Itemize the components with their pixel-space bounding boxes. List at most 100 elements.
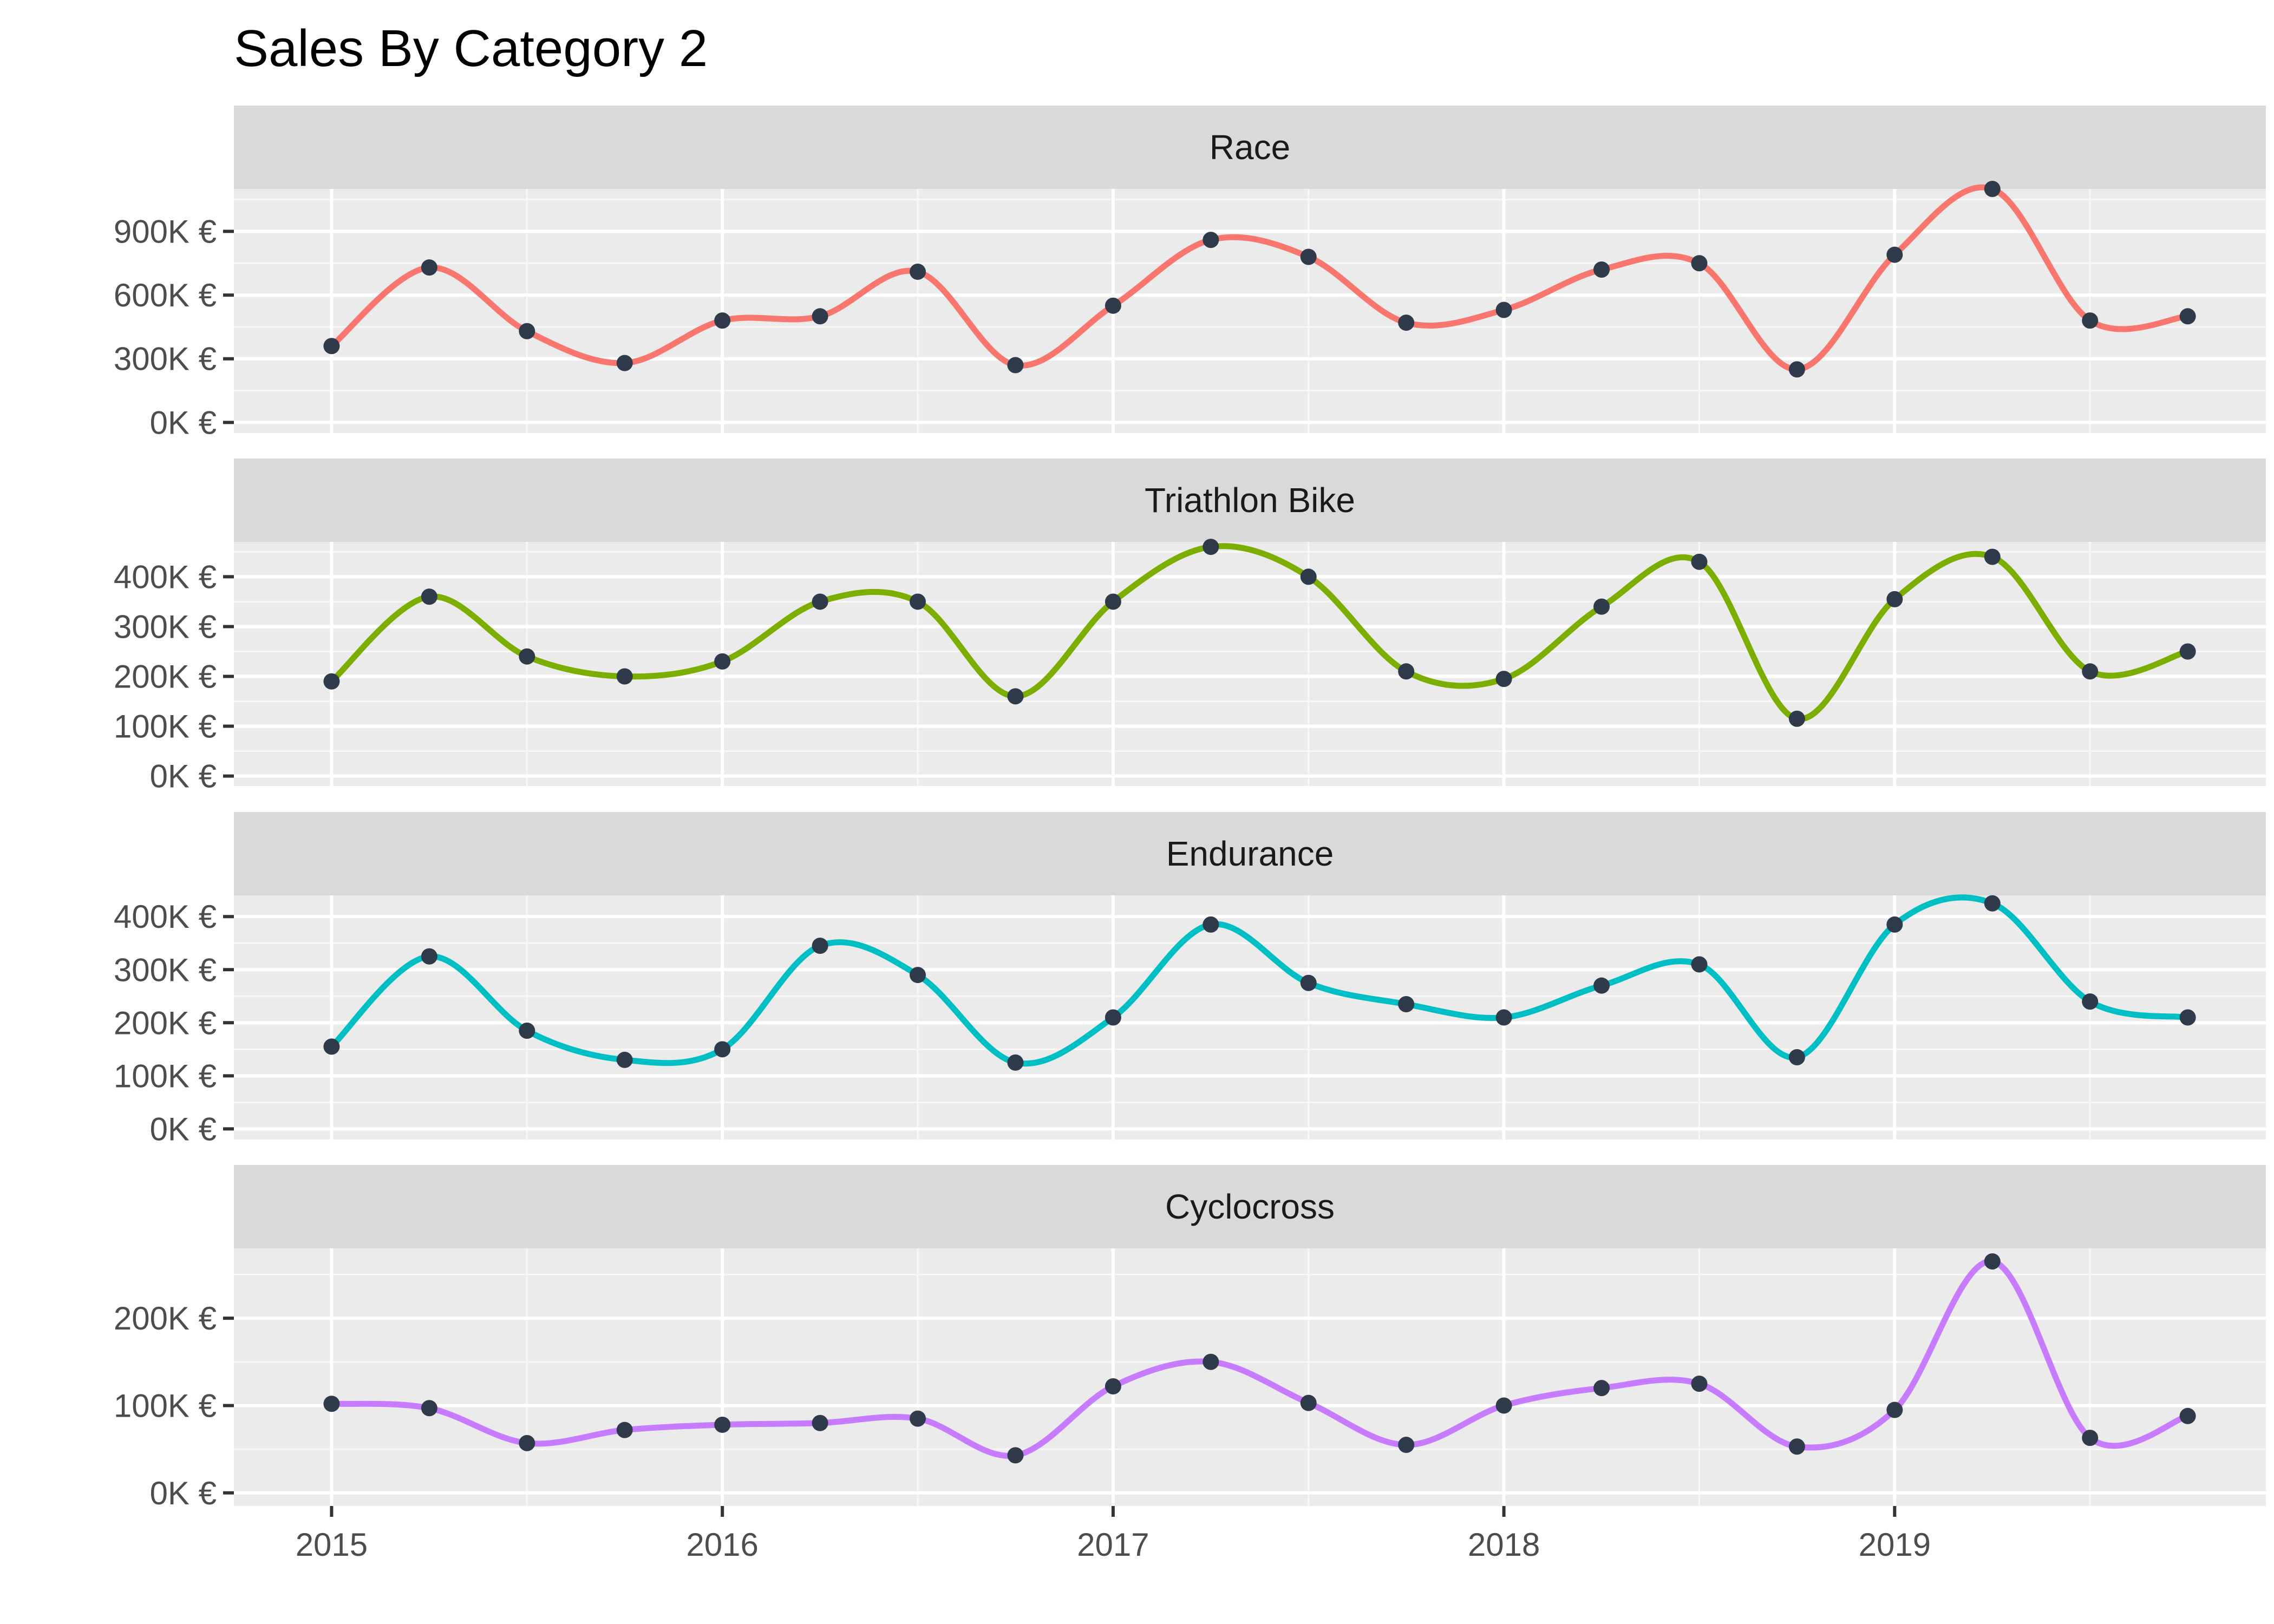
data-point [1007,1054,1024,1071]
data-point [2179,1009,2196,1026]
y-tick-label: 0K € [150,404,217,441]
data-point [1593,261,1610,278]
facet-strip [234,459,2266,542]
data-point [421,588,437,605]
data-point [1203,1353,1219,1370]
x-tick-label: 2019 [1859,1527,1931,1563]
data-point [519,1435,535,1451]
data-point [714,653,731,670]
data-point [1007,357,1024,374]
data-point [2082,1430,2099,1446]
y-tick-label: 900K € [114,213,217,250]
data-point [1788,1438,1805,1455]
data-point [1495,671,1512,687]
data-point [714,1416,731,1433]
data-point [1691,1376,1708,1392]
plot-background [234,1248,2266,1506]
data-point [1691,553,1708,570]
facet-strip-label: Triathlon Bike [1145,481,1355,520]
plot-background [234,189,2266,433]
y-tick-label: 100K € [114,1058,217,1094]
data-point [2179,643,2196,660]
data-point [1495,1009,1512,1026]
data-point [812,938,828,954]
data-point [1203,232,1219,248]
x-tick-label: 2015 [296,1527,368,1563]
data-point [1105,593,1121,610]
facet-strip [234,1165,2266,1248]
data-point [323,1396,340,1412]
y-tick-label: 0K € [150,758,217,795]
facet-strip [234,106,2266,189]
data-point [2179,1407,2196,1424]
x-tick-label: 2017 [1077,1527,1149,1563]
data-point [1007,688,1024,705]
data-point [2082,312,2099,329]
data-point [2179,308,2196,325]
data-point [714,312,731,329]
data-point [1691,255,1708,272]
data-point [421,948,437,965]
data-point [1788,361,1805,378]
data-point [519,1023,535,1039]
y-tick-label: 200K € [114,1300,217,1337]
data-point [1203,539,1219,555]
data-point [910,593,926,610]
data-point [1398,996,1415,1012]
data-point [1203,916,1219,933]
data-point [910,1410,926,1427]
data-point [616,1422,633,1438]
y-tick-label: 600K € [114,277,217,313]
y-tick-label: 200K € [114,659,217,695]
data-point [2082,663,2099,680]
data-point [1105,1009,1121,1026]
data-point [1984,181,2001,197]
data-point [1398,1437,1415,1453]
facet-strip [234,812,2266,895]
data-point [421,259,437,276]
data-point [1984,895,2001,912]
data-point [1007,1447,1024,1464]
data-point [616,668,633,685]
y-tick-label: 300K € [114,608,217,645]
data-point [1300,974,1317,991]
y-tick-label: 0K € [150,1475,217,1511]
plot-background [234,542,2266,786]
panel-2: Endurance 0K € 100K € 200K € 300K € 400K € [114,812,2266,1147]
data-point [1495,1397,1512,1414]
data-point [2082,993,2099,1010]
data-point [1886,1402,1903,1418]
data-point [812,308,828,325]
data-point [1788,710,1805,727]
facet-strip-label: Race [1210,128,1290,167]
data-point [616,355,633,371]
data-point [1300,248,1317,265]
data-point [1984,1253,2001,1270]
x-tick-label: 2016 [686,1527,758,1563]
facet-strip-label: Cyclocross [1165,1187,1335,1226]
facet-strip-label: Endurance [1166,834,1334,873]
data-point [519,648,535,665]
y-tick-label: 200K € [114,1005,217,1041]
y-tick-label: 400K € [114,899,217,935]
data-point [323,673,340,690]
data-point [616,1051,633,1068]
chart-title: Sales By Category 2 [234,19,708,77]
data-point [714,1041,731,1058]
series-line [328,894,2191,1067]
data-point [323,1038,340,1055]
x-axis: 2015 2016 2017 2018 2019 [296,1506,1931,1563]
data-point [323,338,340,355]
data-point [1593,977,1610,994]
data-point [1593,1380,1610,1397]
data-point [1593,598,1610,615]
y-tick-label: 100K € [114,709,217,745]
data-point [1886,916,1903,933]
data-point [1984,548,2001,565]
data-point [812,593,828,610]
data-point [1398,663,1415,680]
data-point [1398,315,1415,331]
data-point [421,1400,437,1417]
data-point [910,263,926,280]
data-point [1886,246,1903,263]
